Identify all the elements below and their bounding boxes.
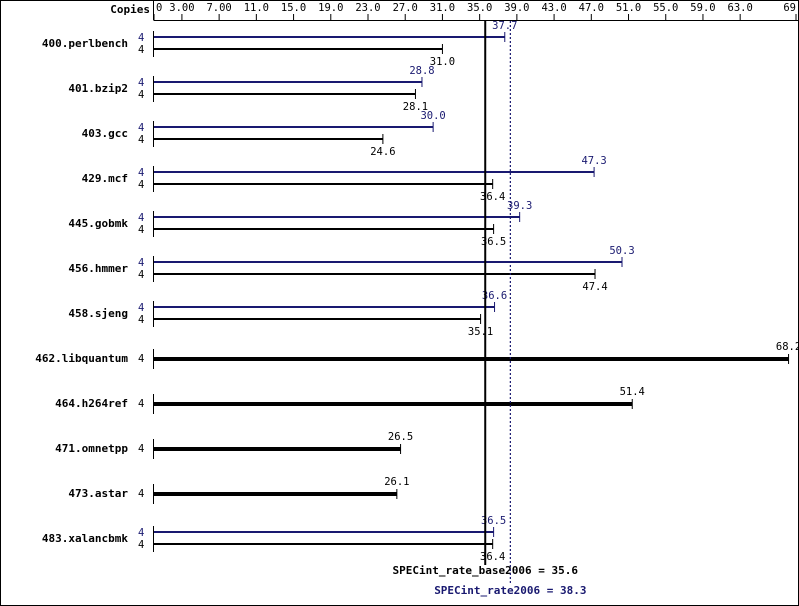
copies: 4	[138, 302, 144, 314]
value-label: 37.7	[492, 20, 517, 32]
x-tick-label: 0	[156, 2, 162, 14]
copies: 4	[138, 443, 144, 455]
x-tick-label: 11.0	[244, 2, 269, 14]
x-tick-label: 23.0	[355, 2, 380, 14]
x-tick-label: 55.0	[653, 2, 678, 14]
value-label: 39.3	[507, 200, 532, 212]
value-label: 68.2	[776, 341, 799, 353]
value-label: 51.4	[620, 386, 645, 398]
value-label: 30.0	[420, 110, 445, 122]
value-label: 28.8	[409, 65, 434, 77]
copies: 4	[138, 212, 144, 224]
copies: 4	[138, 179, 144, 191]
copies: 4	[138, 269, 144, 281]
copies: 4	[138, 314, 144, 326]
copies: 4	[138, 527, 144, 539]
benchmark-label: 473.astar	[68, 487, 128, 500]
value-label: 26.5	[388, 431, 413, 443]
copies: 4	[138, 539, 144, 551]
benchmark-label: 456.hmmer	[68, 262, 128, 275]
x-tick-label: 19.0	[318, 2, 343, 14]
reference-label: SPECint_rate_base2006 = 35.6	[393, 564, 579, 577]
benchmark-label: 471.omnetpp	[55, 442, 128, 455]
benchmark-label: 429.mcf	[82, 172, 128, 185]
x-tick-label: 47.0	[579, 2, 604, 14]
value-label: 36.5	[481, 515, 506, 527]
reference-label: SPECint_rate2006 = 38.3	[434, 584, 586, 597]
benchmark-label: 462.libquantum	[35, 352, 128, 365]
value-label: 35.1	[468, 326, 493, 338]
value-label: 47.4	[582, 281, 607, 293]
benchmark-label: 403.gcc	[82, 127, 128, 140]
copies: 4	[138, 77, 144, 89]
x-tick-label: 3.00	[169, 2, 194, 14]
copies: 4	[138, 89, 144, 101]
value-label: 31.0	[430, 56, 455, 68]
copies: 4	[138, 488, 144, 500]
x-tick-label: 15.0	[281, 2, 306, 14]
copies: 4	[138, 167, 144, 179]
copies: 4	[138, 44, 144, 56]
benchmark-label: 458.sjeng	[68, 307, 128, 320]
copies: 4	[138, 353, 144, 365]
value-label: 36.6	[482, 290, 507, 302]
x-tick-label: 7.00	[206, 2, 231, 14]
x-tick-label: 59.0	[690, 2, 715, 14]
value-label: 24.6	[370, 146, 395, 158]
copies: 4	[138, 32, 144, 44]
value-label: 26.1	[384, 476, 409, 488]
x-tick-label: 51.0	[616, 2, 641, 14]
benchmark-label: 483.xalancbmk	[42, 532, 128, 545]
x-tick-label: 39.0	[504, 2, 529, 14]
copies: 4	[138, 224, 144, 236]
copies: 4	[138, 134, 144, 146]
x-tick-label: 27.0	[393, 2, 418, 14]
x-tick-label: 63.0	[728, 2, 753, 14]
x-tick-label: 69.0	[783, 2, 799, 14]
benchmark-label: 401.bzip2	[68, 82, 128, 95]
value-label: 36.5	[481, 236, 506, 248]
x-tick-label: 31.0	[430, 2, 455, 14]
copies: 4	[138, 122, 144, 134]
value-label: 36.4	[480, 191, 505, 203]
value-label: 36.4	[480, 551, 505, 563]
copies: 4	[138, 398, 144, 410]
x-tick-label: 43.0	[541, 2, 566, 14]
benchmark-label: 400.perlbench	[42, 37, 128, 50]
value-label: 47.3	[581, 155, 606, 167]
value-label: 28.1	[403, 101, 428, 113]
value-label: 50.3	[609, 245, 634, 257]
benchmark-label: 464.h264ref	[55, 397, 128, 410]
copies: 4	[138, 257, 144, 269]
x-tick-label: 35.0	[467, 2, 492, 14]
benchmark-label: 445.gobmk	[68, 217, 128, 230]
copies-header: Copies	[110, 3, 150, 16]
